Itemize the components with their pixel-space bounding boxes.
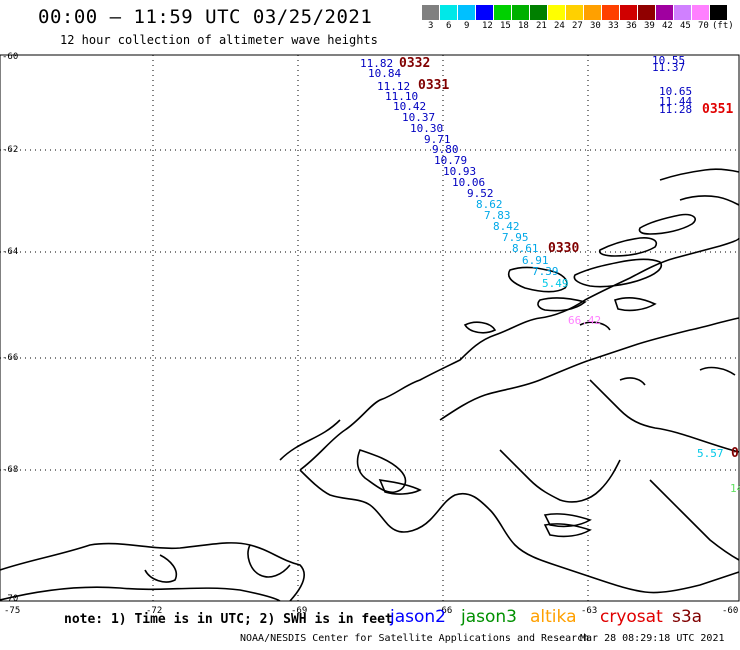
lat-label: -66: [2, 353, 19, 363]
wave-height-label: 6.91: [522, 254, 549, 267]
lat-label: -62: [2, 145, 19, 155]
wave-height-label: 11.37: [652, 61, 686, 74]
wave-height-label: 9.71: [424, 133, 451, 146]
satellite-legend-jason3: jason3: [461, 607, 517, 627]
pass-time-label: 0332: [399, 56, 431, 71]
legend-swatch: [710, 5, 728, 20]
wave-height-label: 14: [730, 482, 740, 495]
color-legend: [422, 5, 728, 20]
credit-line: NOAA/NESDIS Center for Satellite Applica…: [240, 633, 590, 644]
wave-height-label: 10.65: [659, 85, 693, 98]
legend-label: 18: [518, 21, 529, 31]
map-title: 00:00 – 11:59 UTC 03/25/2021: [38, 6, 373, 28]
legend-label: 30: [590, 21, 601, 31]
legend-swatch: [602, 5, 620, 20]
legend-label: 24: [554, 21, 565, 31]
wave-height-label: 11.10: [385, 90, 419, 103]
units-note: note: 1) Time is in UTC; 2) SWH is in fe…: [64, 612, 393, 627]
legend-label: 6: [446, 21, 452, 31]
legend-swatch: [674, 5, 692, 20]
satellite-legend-jason2: jason2: [390, 607, 446, 627]
color-legend-labels: 3 6 9 12 15 18 21 24 27 30 33 36 39 42 45 70 (ft): [422, 21, 740, 33]
legend-swatch: [512, 5, 530, 20]
legend-label: 3: [428, 21, 434, 31]
legend-label: 39: [644, 21, 655, 31]
legend-swatch: [476, 5, 494, 20]
legend-label: 33: [608, 21, 619, 31]
lat-label: -60: [2, 52, 19, 62]
generated-timestamp: Mar 28 08:29:18 UTC 2021: [580, 633, 725, 644]
legend-label: 36: [626, 21, 637, 31]
legend-label: 12: [482, 21, 493, 31]
map-frame: [0, 54, 740, 602]
wave-height-label: 8.61: [512, 242, 539, 255]
legend-label: (ft): [712, 21, 734, 31]
lon-label: -72: [146, 606, 163, 616]
lat-label: -68: [2, 465, 19, 475]
satellite-legend-s3a: s3a: [672, 607, 703, 627]
wave-height-label: 11.12: [377, 80, 411, 93]
legend-swatch: [458, 5, 476, 20]
satellite-legend-cryosat: cryosat: [600, 607, 663, 627]
wave-height-label: 10.06: [452, 176, 486, 189]
legend-label: 42: [662, 21, 673, 31]
legend-label: 27: [572, 21, 583, 31]
lon-label: -75: [4, 606, 21, 616]
wave-height-label: 10.37: [402, 111, 436, 124]
lon-label: -66: [436, 606, 453, 616]
wave-height-label: 10.93: [443, 165, 477, 178]
pass-time-label: 0351: [702, 102, 734, 117]
wave-height-label: 9.80: [432, 143, 459, 156]
coastline: [0, 168, 740, 602]
legend-label: 45: [680, 21, 691, 31]
legend-swatch: [548, 5, 566, 20]
wave-height-label: 10.84: [368, 67, 402, 80]
legend-swatch: [566, 5, 584, 20]
legend-label: 15: [500, 21, 511, 31]
wave-height-label: 11.82: [360, 57, 394, 70]
map-subtitle: 12 hour collection of altimeter wave hei…: [60, 33, 378, 47]
wave-height-label: 10.42: [393, 100, 427, 113]
legend-swatch: [422, 5, 440, 20]
wave-height-label: 5.49: [542, 277, 569, 290]
pass-time-label: 0330: [548, 241, 580, 256]
wave-height-label: 7.95: [502, 231, 529, 244]
pass-time-label: 0331: [418, 78, 450, 93]
wave-height-label: 10.79: [434, 154, 468, 167]
pass-time-label: 0: [731, 446, 739, 461]
legend-label: 70: [698, 21, 709, 31]
satellite-legend-altika: altika: [530, 607, 577, 627]
lat-label: -70: [2, 594, 19, 604]
legend-swatch: [656, 5, 674, 20]
legend-swatch: [638, 5, 656, 20]
wave-height-label: 66.42: [568, 314, 602, 327]
wave-height-label: 9.52: [467, 187, 494, 200]
wave-height-label: 5.57: [697, 447, 724, 460]
legend-label: 9: [464, 21, 470, 31]
lon-label: -63: [581, 606, 598, 616]
legend-swatch: [584, 5, 602, 20]
wave-height-label: 11.44: [659, 95, 693, 108]
lon-label: -60: [722, 606, 739, 616]
wave-height-label: 7.39: [532, 265, 559, 278]
wave-height-label: 7.83: [484, 209, 511, 222]
wave-height-label: 10.55: [652, 54, 686, 67]
legend-swatch: [530, 5, 548, 20]
legend-swatch: [692, 5, 710, 20]
lon-label: -69: [291, 606, 308, 616]
wave-height-label: 8.62: [476, 198, 503, 211]
wave-height-label: 8.42: [493, 220, 520, 233]
wave-height-label: 11.28: [659, 103, 693, 116]
legend-swatch: [494, 5, 512, 20]
lat-label: -64: [2, 247, 19, 257]
legend-label: 21: [536, 21, 547, 31]
legend-swatch: [440, 5, 458, 20]
legend-swatch: [620, 5, 638, 20]
graticule: [0, 55, 739, 601]
wave-height-label: 10.30: [410, 122, 444, 135]
